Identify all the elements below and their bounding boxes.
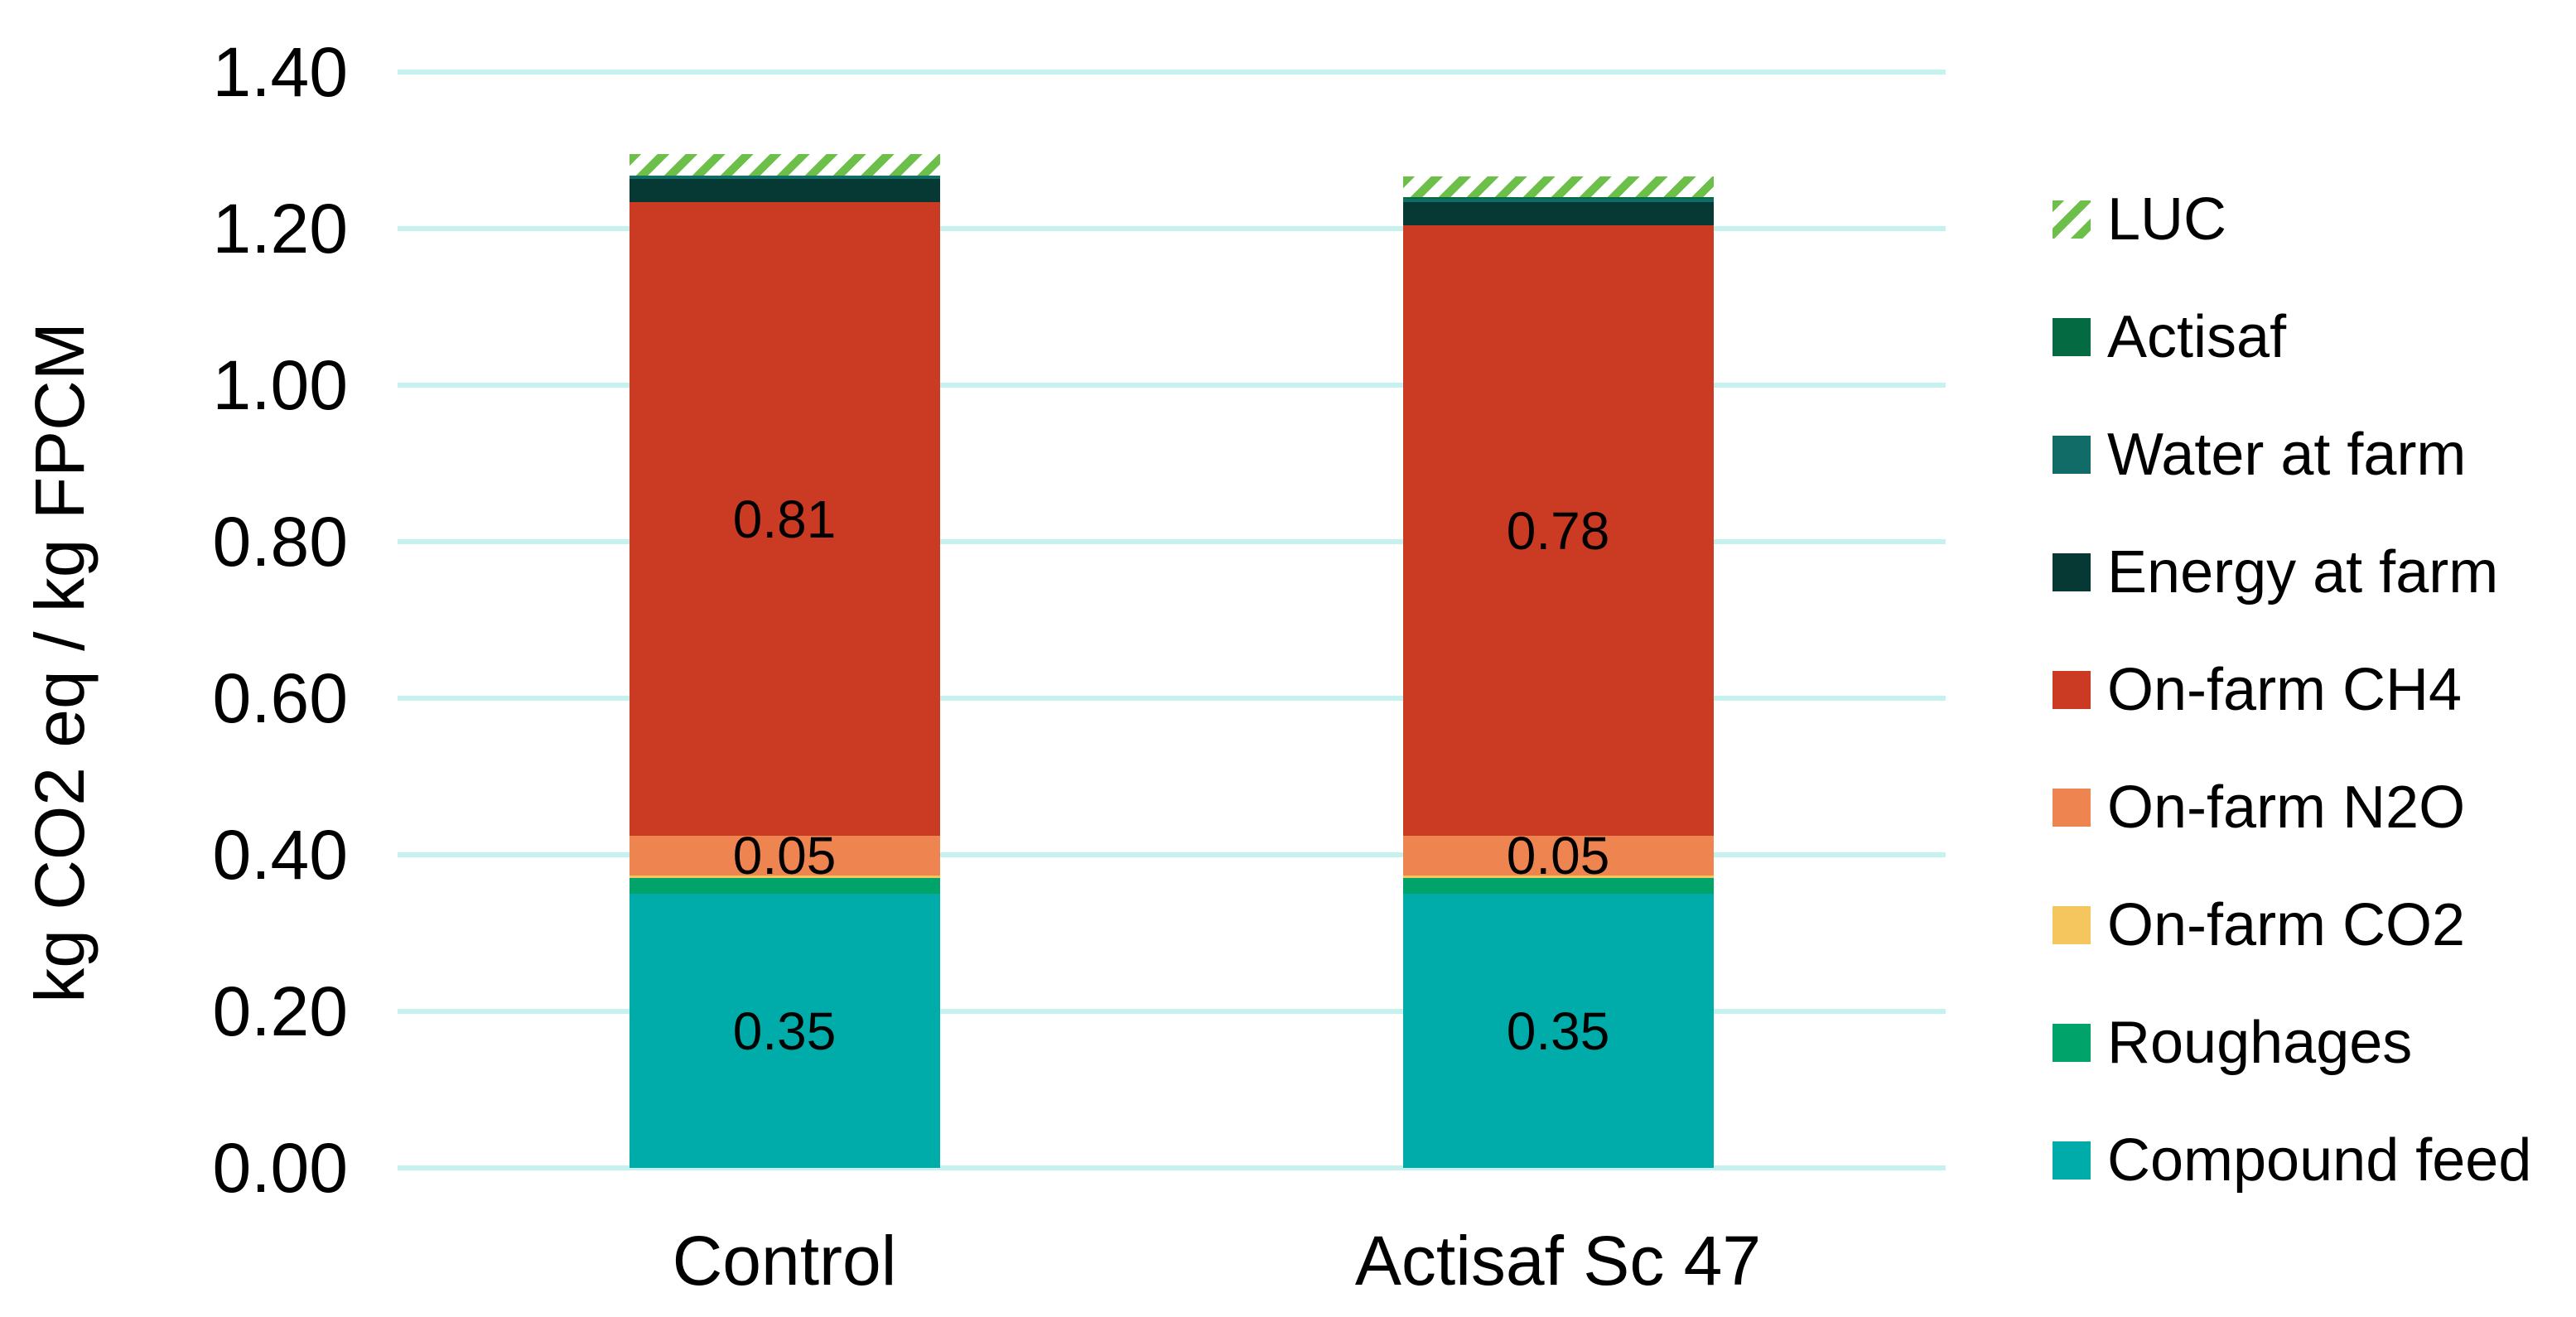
legend-swatch-icon bbox=[2053, 553, 2091, 591]
legend-label: Water at farm bbox=[2107, 422, 2467, 488]
legend-item: On-farm CH4 bbox=[2053, 660, 2462, 720]
legend-label: LUC bbox=[2107, 186, 2227, 253]
y-tick-label: 0.20 bbox=[212, 972, 349, 1050]
legend-swatch-icon bbox=[2053, 1141, 2091, 1180]
y-tick-label: 0.40 bbox=[212, 816, 349, 894]
bar-segment-energy-at-farm bbox=[629, 178, 940, 202]
bar-segment-energy-at-farm bbox=[1402, 201, 1714, 226]
bar-segment-roughages bbox=[1402, 878, 1714, 895]
segment-value-label: 0.81 bbox=[732, 489, 837, 549]
gridline bbox=[398, 1165, 1946, 1170]
legend-item: Water at farm bbox=[2053, 425, 2466, 485]
bar-segment-compound-feed bbox=[1402, 894, 1714, 1168]
legend-item: LUC bbox=[2053, 190, 2226, 249]
y-tick-label: 1.40 bbox=[212, 33, 349, 111]
bar-segment-luc bbox=[1402, 176, 1714, 198]
gridline bbox=[398, 1009, 1946, 1014]
y-tick-label: 0.00 bbox=[212, 1129, 349, 1207]
bar-segment-on-farm-n2o bbox=[629, 836, 940, 876]
bar-segment-actisaf bbox=[1402, 197, 1714, 200]
bar-segment-water-at-farm bbox=[629, 175, 940, 179]
legend-label: On-farm N2O bbox=[2107, 774, 2466, 841]
segment-value-label: 0.05 bbox=[732, 825, 837, 885]
legend-label: On-farm CH4 bbox=[2107, 657, 2463, 723]
legend-label: Energy at farm bbox=[2107, 539, 2499, 605]
legend-swatch-icon bbox=[2053, 436, 2091, 474]
bar-segment-on-farm-ch4 bbox=[1402, 225, 1714, 837]
x-category-label: Control bbox=[672, 1222, 897, 1300]
legend-swatch-icon bbox=[2053, 1024, 2091, 1062]
gridline bbox=[398, 852, 1946, 857]
legend-item: On-farm N2O bbox=[2053, 778, 2465, 837]
y-tick-label: 0.60 bbox=[212, 659, 349, 737]
legend-label: Actisaf bbox=[2107, 304, 2287, 370]
legend-swatch-icon bbox=[2053, 789, 2091, 827]
legend-item: On-farm CO2 bbox=[2053, 895, 2465, 955]
gridline bbox=[398, 539, 1946, 544]
y-tick-label: 1.00 bbox=[212, 346, 349, 424]
y-tick-label: 0.80 bbox=[212, 503, 349, 581]
x-category-label: Actisaf Sc 47 bbox=[1354, 1222, 1762, 1300]
bar-segment-luc bbox=[629, 154, 940, 176]
legend-swatch-icon bbox=[2053, 671, 2091, 709]
y-axis-title: kg CO2 eq / kg FPCM bbox=[21, 322, 99, 1003]
legend-swatch-icon bbox=[2053, 906, 2091, 944]
bar-segment-compound-feed bbox=[629, 894, 940, 1168]
legend-swatch-icon bbox=[2053, 200, 2091, 239]
legend-swatch-icon bbox=[2053, 318, 2091, 356]
legend-item: Actisaf bbox=[2053, 307, 2286, 367]
segment-value-label: 0.35 bbox=[1506, 1001, 1610, 1061]
segment-value-label: 0.05 bbox=[1506, 825, 1610, 885]
legend-label: Roughages bbox=[2107, 1010, 2413, 1076]
segment-value-label: 0.78 bbox=[1506, 500, 1610, 561]
gridline bbox=[398, 696, 1946, 701]
legend-item: Energy at farm bbox=[2053, 543, 2498, 602]
legend-item: Roughages bbox=[2053, 1013, 2412, 1073]
bar-segment-on-farm-ch4 bbox=[629, 201, 940, 837]
gridline bbox=[398, 70, 1946, 75]
bar-segment-on-farm-n2o bbox=[1402, 836, 1714, 876]
legend-label: On-farm CO2 bbox=[2107, 892, 2466, 958]
gridline bbox=[398, 226, 1946, 231]
bar-segment-on-farm-co2 bbox=[629, 875, 940, 879]
legend-label: Compound feed bbox=[2107, 1127, 2532, 1194]
gridline bbox=[398, 383, 1946, 388]
legend-item: Compound feed bbox=[2053, 1131, 2531, 1190]
bar-segment-water-at-farm bbox=[1402, 199, 1714, 202]
y-tick-label: 1.20 bbox=[212, 190, 349, 268]
bar-segment-roughages bbox=[629, 878, 940, 895]
bar-segment-on-farm-co2 bbox=[1402, 875, 1714, 879]
segment-value-label: 0.35 bbox=[732, 1001, 837, 1061]
